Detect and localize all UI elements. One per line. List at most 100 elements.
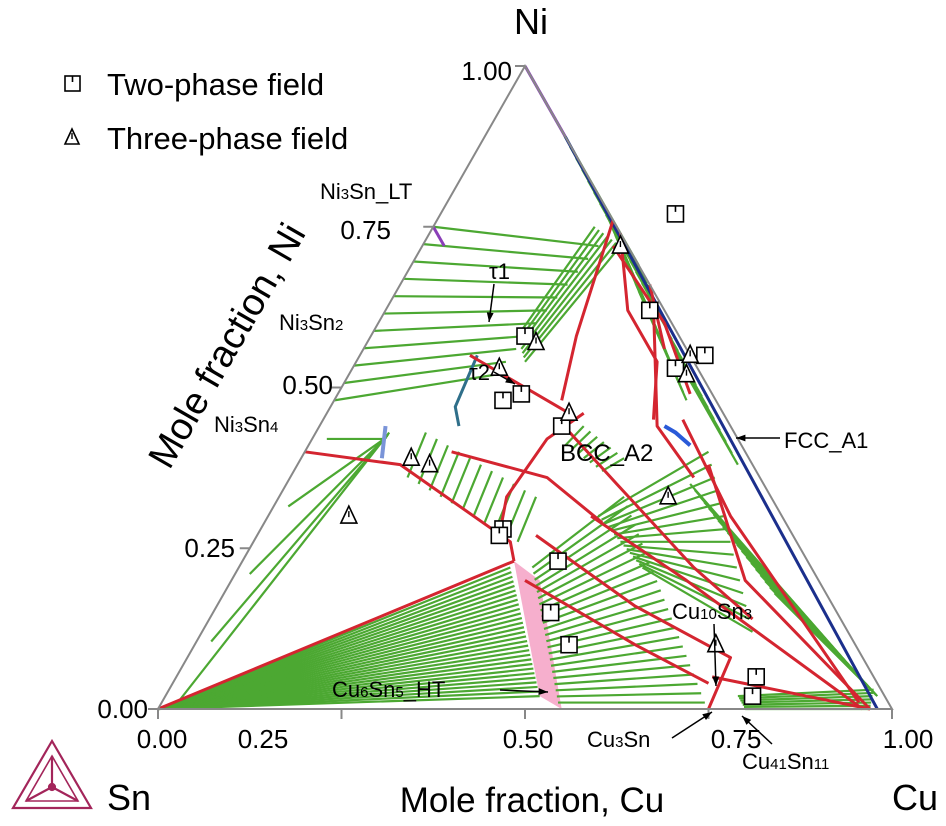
ni3sn4-region [379, 425, 388, 459]
two-phase-marker [549, 552, 567, 570]
tie-line [433, 225, 599, 248]
tie-line [597, 450, 710, 518]
phase-boundary [711, 675, 871, 711]
phase-label-tau2: τ2 [469, 360, 490, 385]
phase-boundary [535, 534, 733, 710]
cu10sn3-pointer [713, 623, 717, 687]
tie-line [516, 496, 538, 543]
tie-line [570, 430, 592, 451]
two-phase-marker [490, 526, 509, 545]
tie-line [610, 502, 722, 532]
tie-line [210, 433, 390, 643]
bottom-tick-label: 0.50 [503, 724, 554, 754]
two-phase-marker [541, 603, 560, 622]
three-phase-marker [559, 401, 579, 422]
tie-line [423, 243, 589, 260]
phase-boundary [651, 303, 696, 479]
phase-label-cu10sn3: Cu10Sn3 [672, 599, 752, 624]
phase-boundary [590, 514, 864, 711]
phase-label-cu3sn: Cu3Sn [587, 727, 650, 752]
two-phase-marker [516, 327, 534, 345]
tie-line [393, 295, 558, 299]
tie-line [552, 654, 687, 673]
label-pointers [486, 283, 780, 745]
three-phase-marker [339, 504, 359, 524]
bottom-tick-label: 0.00 [137, 724, 188, 754]
tie-line [742, 701, 872, 706]
phase-regions [513, 561, 562, 709]
two-phase-marker [560, 635, 578, 654]
tau1-pointer-head [486, 312, 494, 322]
tie-line [531, 495, 625, 569]
tie-line [516, 226, 596, 337]
phase-boundary [304, 450, 516, 562]
fcc-a1-pointer-head [736, 434, 746, 442]
two-phase-marker [747, 668, 766, 686]
phase-label-cu6sn5-ht: Cu6Sn5_HT [332, 677, 445, 702]
phase-boundary [524, 579, 710, 685]
tie-line [629, 551, 741, 582]
tie-line [461, 464, 482, 511]
bottom-tick-label: 0.75 [711, 724, 762, 754]
three-phase-marker [401, 446, 421, 467]
bottom-tick-label: 1.00 [883, 724, 934, 754]
phase-label-ni3sn2: Ni3Sn2 [279, 310, 343, 335]
tie-line [383, 309, 548, 315]
left-tick-label: 0.75 [340, 215, 391, 245]
phase-label-ni3sn-lt: Ni3Sn_LT [320, 179, 412, 204]
field-markers [339, 205, 766, 705]
cu6sn5-region [513, 561, 562, 709]
tie-line [413, 260, 578, 273]
three-phase-marker [420, 452, 439, 473]
legend-three-phase-label: Three-phase field [107, 121, 348, 156]
tau2-pointer-head [505, 376, 515, 384]
tie-line [601, 463, 713, 521]
two-phase-marker [494, 391, 512, 410]
phase-boundary [556, 418, 754, 621]
tie-line [517, 229, 600, 341]
tie-line [543, 589, 662, 630]
tie-line [541, 570, 654, 618]
three-phase-marker [611, 234, 630, 254]
tie-line [542, 579, 658, 624]
ni3sn-boundary [431, 226, 446, 247]
tie-line [520, 235, 609, 350]
tie-line [604, 476, 716, 525]
phase-label-tau1: τ1 [489, 259, 510, 284]
two-phase-marker [512, 385, 531, 403]
two-phase-marker [666, 359, 685, 378]
phase-label-ni3sn4: Ni3Sn4 [214, 412, 278, 437]
two-phase-marker [743, 687, 762, 705]
two-phase-marker [640, 301, 659, 320]
tie-line [632, 555, 744, 595]
tie-line [538, 551, 647, 606]
tie-line [583, 441, 605, 460]
phase-boundary [157, 559, 515, 711]
tie-line [613, 515, 725, 536]
tie-line [544, 598, 665, 637]
axis-title-cu: Mole fraction, Cu [400, 781, 665, 820]
two-phase-marker [696, 346, 714, 365]
tie-line [472, 470, 493, 517]
tie-line [576, 435, 598, 455]
tie-line [483, 477, 504, 523]
phase-boundary [497, 411, 585, 536]
tie-line [685, 374, 739, 466]
tie-line [439, 451, 460, 498]
vertex-label-ni: Ni [514, 1, 548, 42]
tie-line [403, 277, 568, 286]
cu6sn5-pointer-head [538, 688, 548, 696]
tie-line [555, 682, 698, 692]
left-tick-label: 0.00 [97, 694, 148, 724]
tie-line [536, 533, 640, 594]
tie-line [617, 527, 728, 540]
tie-line [171, 431, 391, 710]
left-tick-label: 0.50 [282, 370, 333, 400]
two-phase-marker [666, 205, 685, 223]
legend: Two-phase field Three-phase field [63, 67, 348, 156]
phase-boundary [681, 418, 861, 704]
bcc-a2-region [663, 424, 692, 447]
tie-line [363, 334, 527, 350]
three-phase-marker [658, 484, 678, 505]
tie-line [157, 695, 540, 711]
